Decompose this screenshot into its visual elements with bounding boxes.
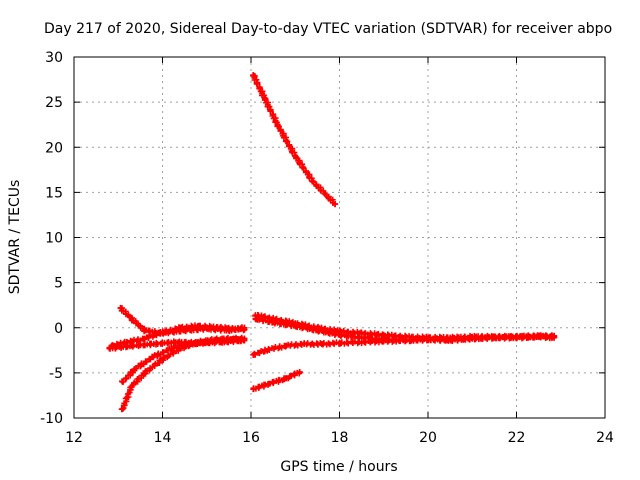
- data-point: [250, 72, 257, 79]
- series-arc-b: [108, 322, 248, 349]
- data-point: [241, 335, 248, 342]
- data-point: [265, 346, 272, 353]
- x-tick-label: 12: [65, 430, 83, 446]
- data-point: [551, 334, 558, 341]
- y-tick-label: 10: [45, 231, 63, 247]
- x-tick-label: 24: [596, 430, 614, 446]
- data-point: [141, 335, 148, 342]
- data-point: [252, 315, 259, 322]
- data-point: [274, 121, 281, 128]
- data-point: [301, 340, 308, 347]
- y-tick-label: 5: [54, 276, 63, 292]
- data-point: [159, 356, 166, 363]
- data-point: [177, 345, 184, 352]
- data-point: [128, 342, 135, 349]
- data-point: [150, 340, 157, 347]
- data-point: [336, 331, 343, 338]
- data-point: [270, 319, 277, 326]
- data-point: [265, 380, 272, 387]
- data-point: [283, 375, 290, 382]
- data-point: [332, 201, 339, 208]
- data-point: [336, 340, 343, 347]
- data-point: [230, 335, 237, 342]
- data-point: [491, 334, 498, 341]
- data-point: [292, 153, 299, 160]
- data-point: [283, 342, 290, 349]
- data-point: [358, 339, 365, 346]
- data-point: [513, 334, 520, 341]
- data-point: [194, 322, 201, 329]
- chart-title: Day 217 of 2020, Sidereal Day-to-day VTE…: [44, 21, 612, 37]
- x-tick-label: 16: [242, 430, 260, 446]
- data-point: [535, 333, 542, 340]
- x-tick-label: 20: [419, 430, 437, 446]
- data-point: [261, 94, 268, 101]
- y-tick-label: 25: [45, 95, 63, 111]
- data-point: [150, 353, 157, 360]
- data-point: [318, 340, 325, 347]
- y-axis-label: SDTVAR / TECUs: [7, 180, 23, 295]
- data-point: [292, 322, 299, 329]
- y-tick-label: -5: [49, 366, 63, 382]
- data-point: [141, 369, 148, 376]
- data-point: [250, 386, 257, 393]
- series-arc-e: [118, 334, 248, 413]
- data-point: [106, 345, 113, 352]
- data-point: [119, 378, 126, 385]
- data-points: [106, 72, 558, 413]
- y-tick-label: 30: [45, 50, 63, 66]
- data-point: [177, 324, 184, 331]
- y-tick-label: 0: [54, 321, 63, 337]
- data-point: [128, 383, 135, 390]
- y-tick-label: 20: [45, 140, 63, 156]
- data-point: [469, 335, 476, 342]
- x-tick-label: 14: [154, 430, 172, 446]
- data-point: [425, 336, 431, 343]
- x-tick-label: 22: [508, 430, 526, 446]
- data-point: [241, 326, 248, 333]
- series-markers: [250, 369, 303, 392]
- y-tick-label: -10: [40, 411, 63, 427]
- series-arc-h: [250, 332, 558, 358]
- series-markers: [250, 72, 339, 208]
- data-point: [296, 368, 303, 375]
- series-arc-high: [250, 72, 339, 208]
- data-point: [212, 336, 219, 343]
- series-arc-a: [117, 304, 248, 337]
- data-point: [128, 315, 135, 322]
- data-point: [309, 178, 316, 185]
- data-point: [117, 304, 124, 311]
- data-point: [380, 338, 387, 345]
- x-tick-label: 18: [331, 430, 349, 446]
- data-point: [447, 336, 454, 343]
- data-point: [172, 339, 179, 346]
- data-point: [159, 329, 166, 336]
- data-point: [141, 327, 148, 334]
- data-point: [132, 365, 139, 372]
- y-tick-label: 15: [45, 185, 63, 201]
- series-arc-low: [250, 368, 303, 393]
- data-point: [250, 351, 257, 358]
- series-markers: [118, 305, 248, 337]
- data-point: [217, 324, 224, 331]
- data-point: [194, 339, 201, 346]
- axis-ticks: 12 14 16 18 20 22 24 -10 -5 0 5 10 15 20 25 30: [40, 50, 614, 446]
- data-point: [119, 405, 126, 412]
- data-point: [402, 337, 409, 344]
- data-point: [314, 327, 321, 334]
- x-axis-label: GPS time / hours: [280, 459, 397, 475]
